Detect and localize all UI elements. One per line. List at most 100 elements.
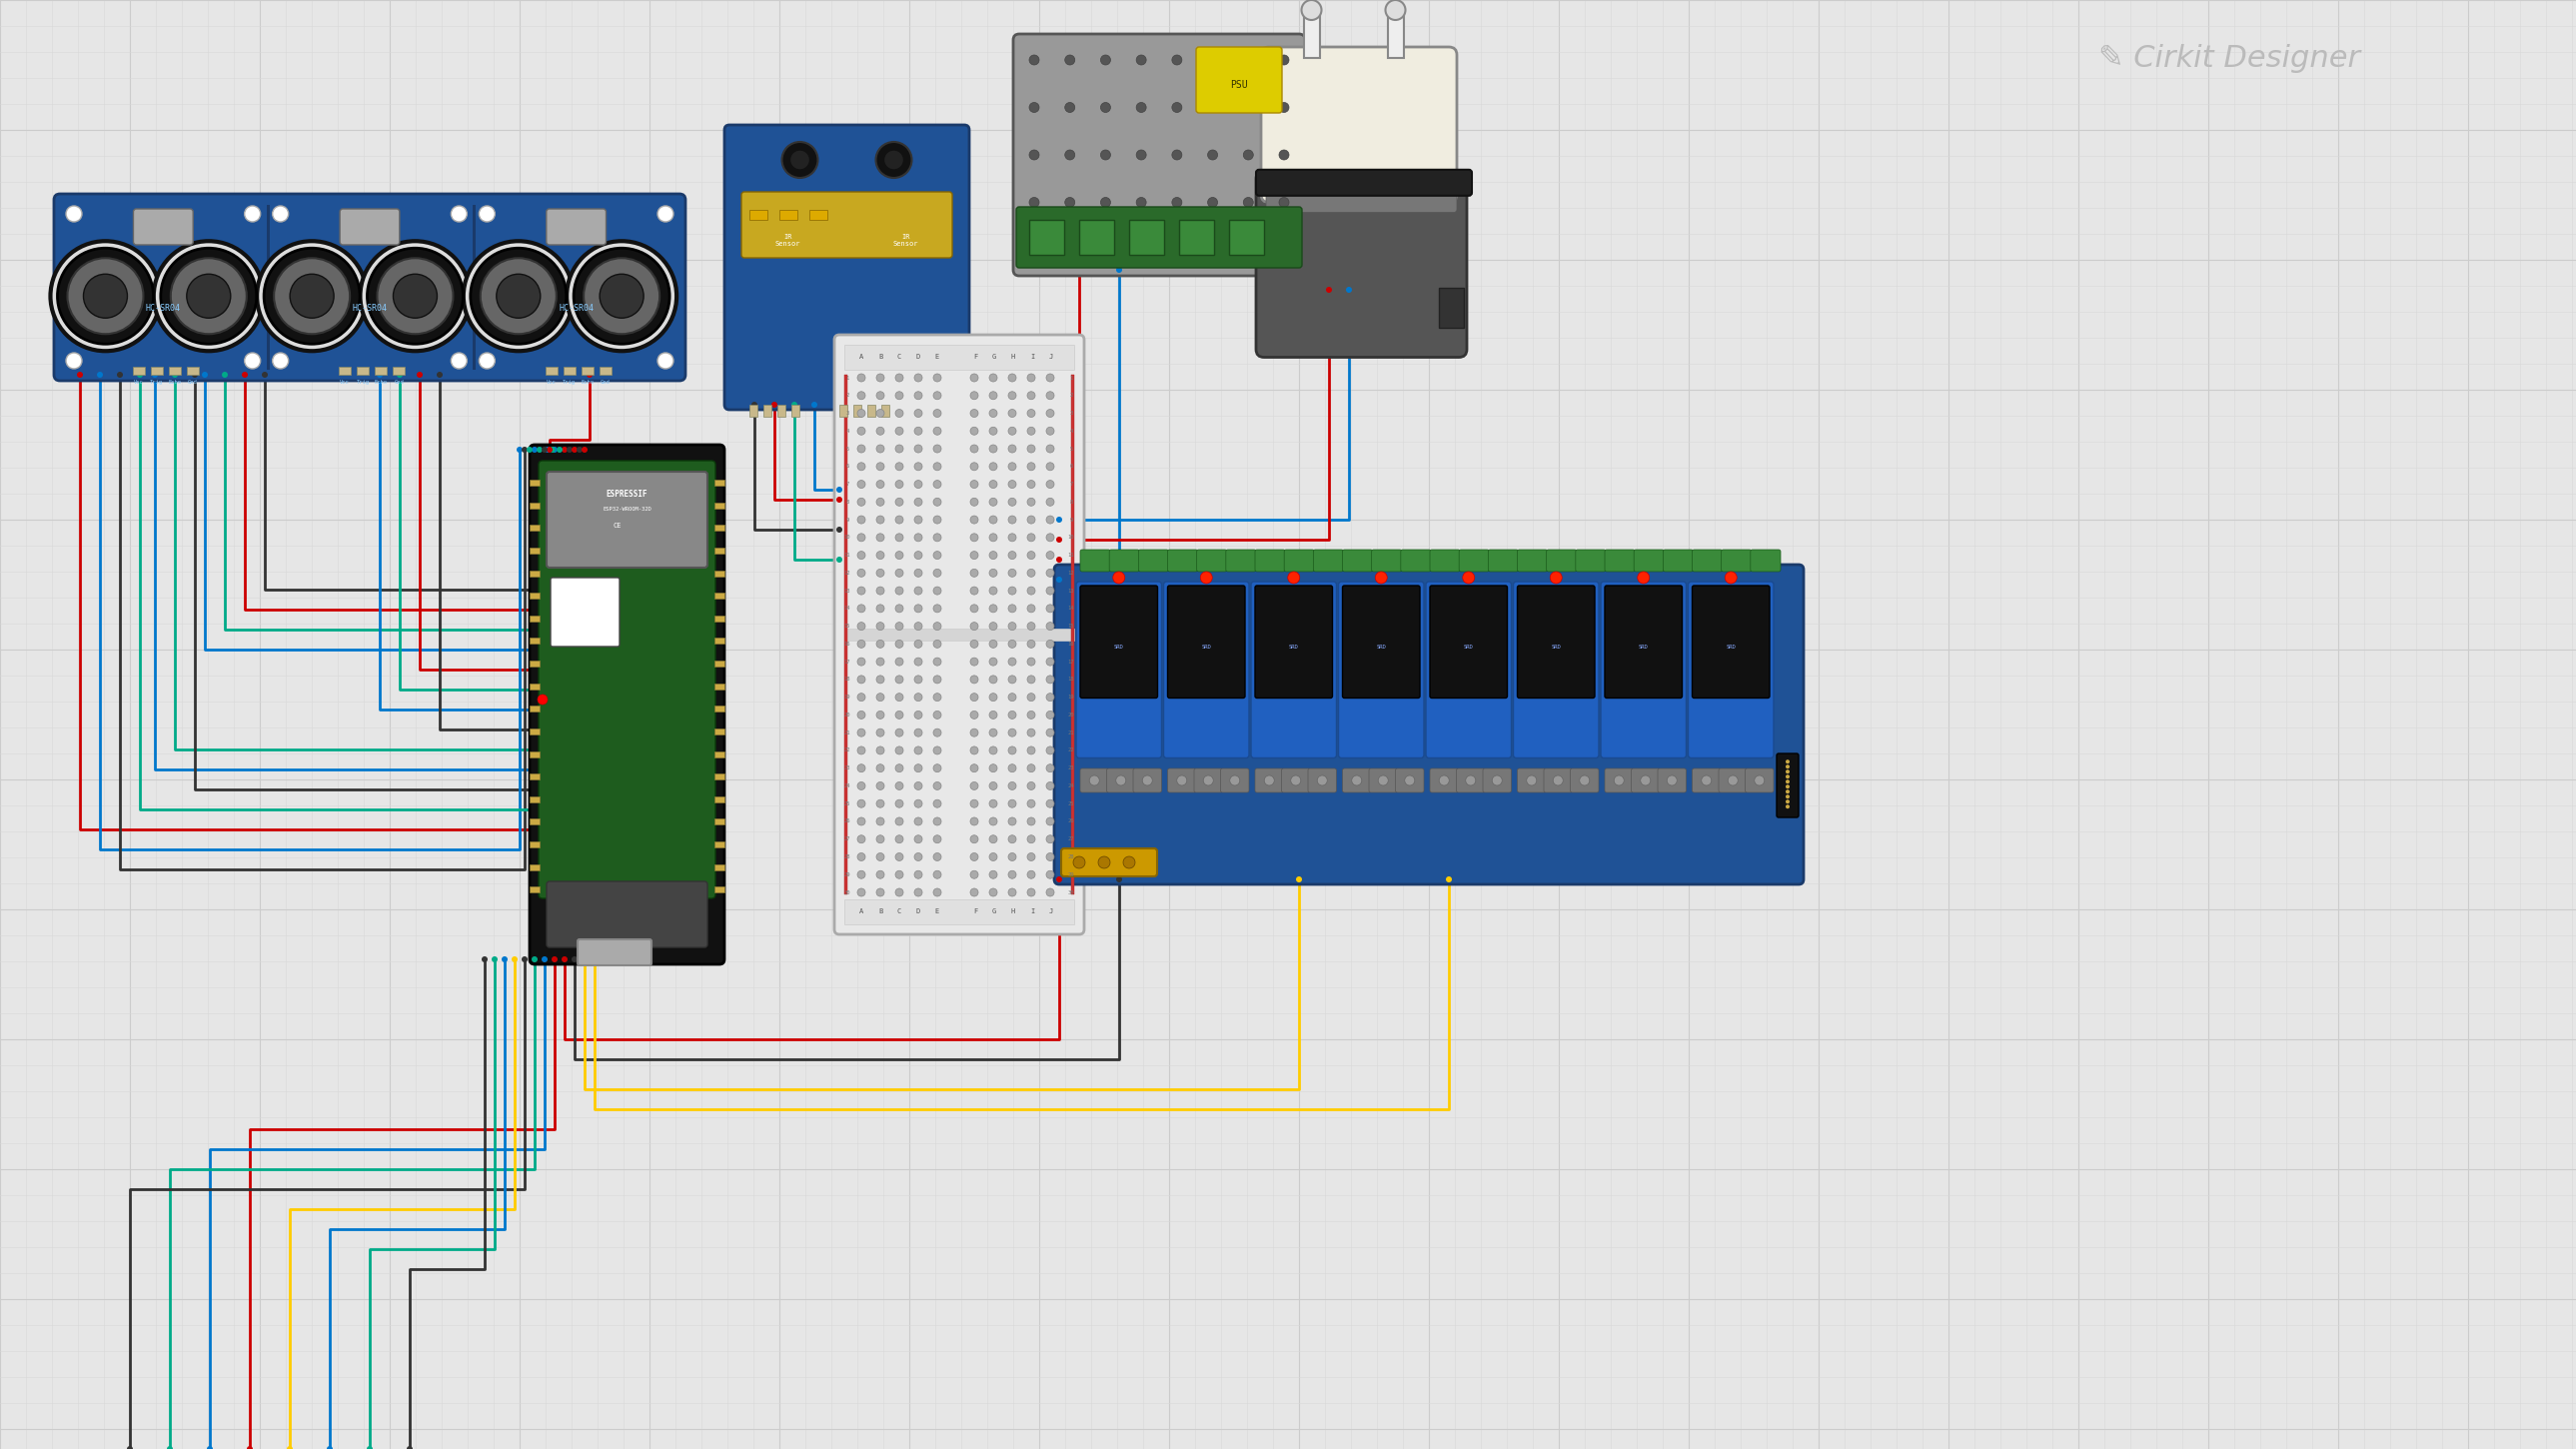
Circle shape — [273, 206, 289, 222]
Bar — [714, 593, 724, 598]
Circle shape — [876, 853, 884, 861]
Circle shape — [896, 409, 904, 417]
Circle shape — [1077, 236, 1082, 243]
Circle shape — [167, 1446, 173, 1449]
Circle shape — [989, 746, 997, 755]
Circle shape — [989, 817, 997, 826]
Circle shape — [971, 622, 979, 630]
Circle shape — [1007, 498, 1015, 506]
Circle shape — [933, 782, 940, 790]
Circle shape — [1028, 817, 1036, 826]
Circle shape — [1028, 604, 1036, 613]
Text: 27: 27 — [1069, 836, 1074, 842]
Circle shape — [876, 817, 884, 826]
Text: 15: 15 — [845, 623, 850, 629]
Circle shape — [479, 206, 495, 222]
Bar — [1079, 220, 1115, 255]
Circle shape — [1046, 693, 1054, 701]
Circle shape — [1064, 55, 1074, 65]
Circle shape — [1208, 55, 1218, 65]
Circle shape — [876, 374, 884, 381]
Circle shape — [933, 853, 940, 861]
FancyBboxPatch shape — [1195, 768, 1224, 793]
Circle shape — [1291, 775, 1301, 785]
Text: SRD: SRD — [1726, 643, 1736, 649]
FancyBboxPatch shape — [1430, 549, 1461, 571]
Circle shape — [876, 640, 884, 648]
Text: 26: 26 — [1069, 819, 1074, 824]
Circle shape — [896, 729, 904, 736]
Circle shape — [1007, 391, 1015, 400]
Text: 18: 18 — [845, 677, 850, 682]
Circle shape — [989, 764, 997, 772]
Circle shape — [536, 446, 544, 452]
Circle shape — [1208, 149, 1218, 159]
Bar — [714, 864, 724, 871]
Circle shape — [914, 533, 922, 542]
Circle shape — [1030, 245, 1038, 255]
Text: A: A — [860, 354, 863, 359]
Circle shape — [1046, 604, 1054, 613]
Text: 15: 15 — [1069, 623, 1074, 629]
Circle shape — [896, 640, 904, 648]
FancyBboxPatch shape — [1110, 549, 1139, 571]
Circle shape — [989, 604, 997, 613]
Circle shape — [1046, 374, 1054, 381]
Bar — [531, 887, 538, 893]
Text: 23: 23 — [845, 765, 850, 771]
Circle shape — [933, 462, 940, 471]
Text: SRD: SRD — [1638, 643, 1649, 649]
Circle shape — [791, 401, 799, 407]
Circle shape — [896, 693, 904, 701]
Circle shape — [247, 1446, 252, 1449]
FancyBboxPatch shape — [1543, 768, 1571, 793]
Text: 14: 14 — [845, 606, 850, 611]
Bar — [714, 774, 724, 780]
Circle shape — [989, 587, 997, 594]
Circle shape — [914, 888, 922, 897]
Circle shape — [1046, 800, 1054, 807]
Circle shape — [971, 516, 979, 523]
Bar — [1030, 220, 1064, 255]
FancyBboxPatch shape — [1167, 549, 1198, 571]
Bar — [605, 584, 616, 594]
Circle shape — [876, 622, 884, 630]
Circle shape — [1046, 871, 1054, 878]
Circle shape — [971, 587, 979, 594]
Circle shape — [914, 675, 922, 684]
Circle shape — [1028, 658, 1036, 665]
Circle shape — [1046, 853, 1054, 861]
Bar — [714, 706, 724, 711]
Circle shape — [876, 888, 884, 897]
FancyBboxPatch shape — [546, 472, 708, 568]
Circle shape — [914, 782, 922, 790]
Circle shape — [1028, 445, 1036, 452]
Circle shape — [1056, 577, 1061, 582]
Circle shape — [1028, 675, 1036, 684]
Circle shape — [1553, 775, 1564, 785]
Text: B: B — [878, 909, 884, 914]
FancyBboxPatch shape — [1600, 581, 1687, 758]
Circle shape — [1028, 888, 1036, 897]
FancyBboxPatch shape — [1517, 585, 1595, 698]
Circle shape — [1115, 267, 1123, 272]
Bar — [809, 210, 827, 220]
Circle shape — [858, 853, 866, 861]
Circle shape — [327, 1446, 332, 1449]
Circle shape — [1046, 622, 1054, 630]
Text: Gnd: Gnd — [600, 380, 611, 385]
Circle shape — [896, 746, 904, 755]
FancyBboxPatch shape — [1252, 581, 1337, 758]
Text: 22: 22 — [845, 748, 850, 753]
Circle shape — [1028, 853, 1036, 861]
Circle shape — [1046, 462, 1054, 471]
Text: IR
Sensor: IR Sensor — [894, 233, 917, 246]
Circle shape — [1136, 197, 1146, 207]
Circle shape — [876, 675, 884, 684]
FancyBboxPatch shape — [1605, 549, 1636, 571]
Circle shape — [1046, 569, 1054, 577]
Circle shape — [1097, 856, 1110, 868]
Circle shape — [556, 446, 562, 452]
Circle shape — [376, 372, 384, 378]
Circle shape — [914, 871, 922, 878]
